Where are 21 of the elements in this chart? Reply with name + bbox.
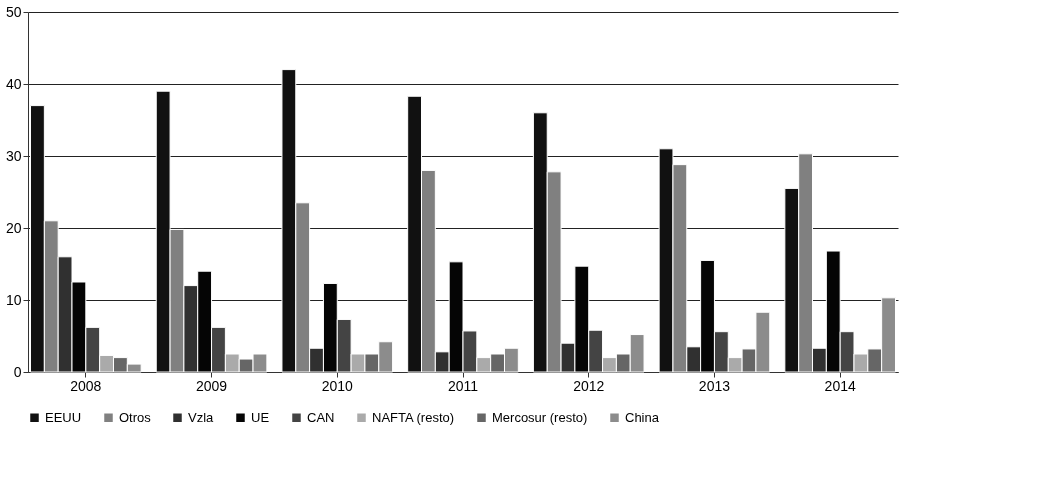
x-tick-label: 2013 — [698, 377, 731, 394]
legend-label: China — [625, 409, 660, 425]
legend-label: Mercosur (resto) — [492, 409, 588, 425]
legend-label: EEUU — [45, 409, 82, 425]
y-tick-label: 10 — [5, 291, 22, 308]
legend-label: Otros — [119, 409, 152, 425]
legend-label: CAN — [307, 409, 335, 425]
y-tick-label: 30 — [5, 147, 22, 164]
x-tick-label: 2008 — [70, 377, 102, 394]
y-tick-label: 40 — [5, 75, 22, 92]
legend-label: UE — [251, 409, 270, 425]
x-tick-label: 2014 — [824, 377, 856, 394]
x-tick-label: 2011 — [447, 377, 479, 394]
y-tick-label: 50 — [5, 3, 22, 20]
y-tick-label: 20 — [5, 219, 22, 236]
x-tick-label: 2009 — [195, 377, 228, 394]
x-tick-label: 2012 — [573, 377, 605, 394]
legend-label: NAFTA (resto) — [372, 409, 455, 425]
x-tick-label: 2010 — [321, 377, 354, 394]
y-tick-label: 0 — [13, 363, 22, 380]
legend-label: Vzla — [188, 409, 215, 425]
